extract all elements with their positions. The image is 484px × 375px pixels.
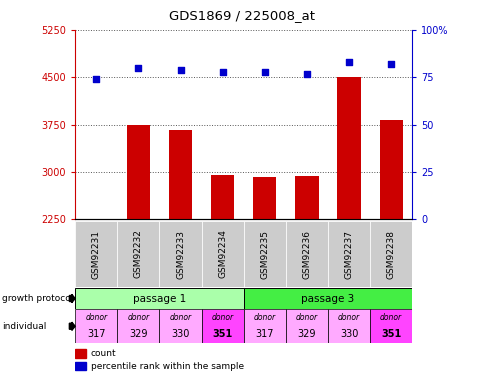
Bar xyxy=(337,77,360,362)
Point xyxy=(302,70,310,76)
Point xyxy=(345,59,352,65)
Text: individual: individual xyxy=(2,322,46,331)
Point xyxy=(218,69,226,75)
Bar xyxy=(379,120,402,362)
Text: GSM92238: GSM92238 xyxy=(386,230,395,279)
Text: GSM92236: GSM92236 xyxy=(302,230,311,279)
Text: GSM92232: GSM92232 xyxy=(134,230,143,279)
Text: 330: 330 xyxy=(171,328,189,339)
FancyArrow shape xyxy=(69,322,75,330)
FancyArrow shape xyxy=(69,294,75,303)
Bar xyxy=(285,221,327,287)
Bar xyxy=(327,221,369,287)
Text: passage 3: passage 3 xyxy=(301,294,354,303)
Bar xyxy=(211,174,234,362)
Text: donor: donor xyxy=(85,314,107,322)
Bar xyxy=(201,221,243,287)
Bar xyxy=(126,125,150,362)
Bar xyxy=(369,309,411,343)
Bar xyxy=(159,221,201,287)
Text: donor: donor xyxy=(295,314,318,322)
Text: donor: donor xyxy=(337,314,359,322)
Text: 351: 351 xyxy=(380,328,400,339)
Text: GSM92233: GSM92233 xyxy=(176,230,184,279)
Bar xyxy=(369,221,411,287)
Bar xyxy=(253,177,276,362)
Bar xyxy=(243,309,285,343)
Bar xyxy=(75,362,86,370)
Text: growth protocol: growth protocol xyxy=(2,294,74,303)
Text: donor: donor xyxy=(379,314,401,322)
Bar xyxy=(117,221,159,287)
Bar xyxy=(117,309,159,343)
Bar xyxy=(243,288,411,309)
Text: 329: 329 xyxy=(297,328,316,339)
Text: 317: 317 xyxy=(255,328,273,339)
Text: passage 1: passage 1 xyxy=(133,294,186,303)
Text: 317: 317 xyxy=(87,328,106,339)
Point xyxy=(92,76,100,82)
Text: donor: donor xyxy=(253,314,275,322)
Point xyxy=(387,61,394,67)
Bar xyxy=(85,219,107,362)
Bar xyxy=(243,221,285,287)
Text: GSM92231: GSM92231 xyxy=(91,230,101,279)
Point xyxy=(134,65,142,71)
Bar xyxy=(159,309,201,343)
Text: count: count xyxy=(91,349,116,358)
Text: 330: 330 xyxy=(339,328,358,339)
Text: donor: donor xyxy=(211,314,233,322)
Text: GSM92237: GSM92237 xyxy=(344,230,353,279)
Bar xyxy=(75,288,243,309)
Point xyxy=(260,69,268,75)
Bar xyxy=(75,221,117,287)
Bar xyxy=(201,309,243,343)
Text: donor: donor xyxy=(127,314,149,322)
Bar xyxy=(295,177,318,362)
Text: donor: donor xyxy=(169,314,191,322)
Text: GDS1869 / 225008_at: GDS1869 / 225008_at xyxy=(169,9,315,22)
Bar xyxy=(75,349,86,358)
Bar xyxy=(168,130,192,362)
Bar xyxy=(285,309,327,343)
Text: percentile rank within the sample: percentile rank within the sample xyxy=(91,362,243,370)
Point xyxy=(176,67,184,73)
Text: 351: 351 xyxy=(212,328,232,339)
Text: GSM92234: GSM92234 xyxy=(218,230,227,279)
Text: GSM92235: GSM92235 xyxy=(260,230,269,279)
Bar xyxy=(327,309,369,343)
Bar xyxy=(75,309,117,343)
Text: 329: 329 xyxy=(129,328,147,339)
